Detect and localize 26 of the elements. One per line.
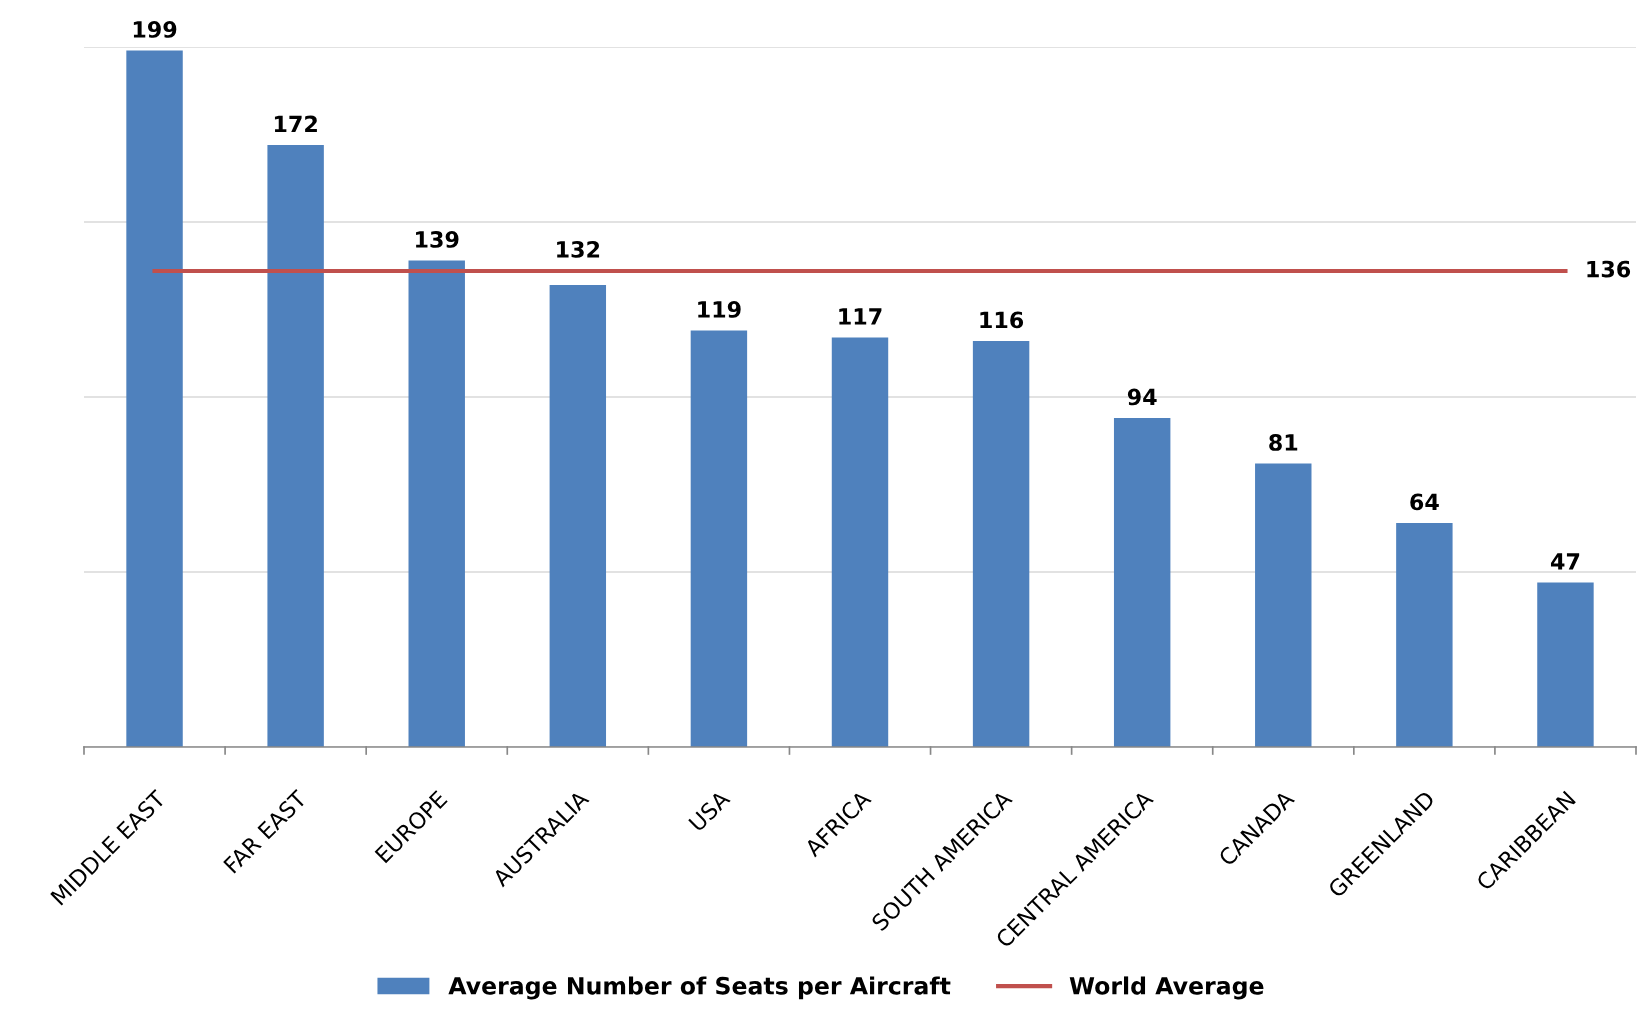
bar (549, 285, 607, 747)
data-label: 136 (1587, 260, 1631, 278)
data-label: 117 (839, 308, 882, 325)
x-tick-label: USA (688, 789, 731, 832)
data-label: 81 (1269, 434, 1298, 451)
legend-label: World Average (1069, 976, 1264, 1000)
bar (831, 337, 889, 747)
data-label: 94 (1127, 388, 1157, 406)
data-label: 199 (133, 21, 177, 38)
data-label: 116 (980, 311, 1024, 329)
data-label: 47 (1550, 553, 1580, 570)
bar (1537, 582, 1594, 747)
data-label: 119 (698, 301, 741, 318)
bar (1113, 418, 1171, 747)
data-label: 172 (274, 115, 317, 133)
data-label: 64 (1410, 493, 1439, 511)
data-label: 132 (557, 240, 600, 258)
bar (126, 50, 183, 747)
legend-label: Average Number of Seats per Aircraft (448, 976, 951, 1000)
bar (972, 341, 1030, 747)
data-label: 139 (416, 231, 459, 248)
bar (690, 330, 748, 747)
bar (267, 145, 324, 747)
bar (1255, 463, 1312, 747)
bar (1396, 523, 1453, 747)
bar (408, 260, 465, 747)
